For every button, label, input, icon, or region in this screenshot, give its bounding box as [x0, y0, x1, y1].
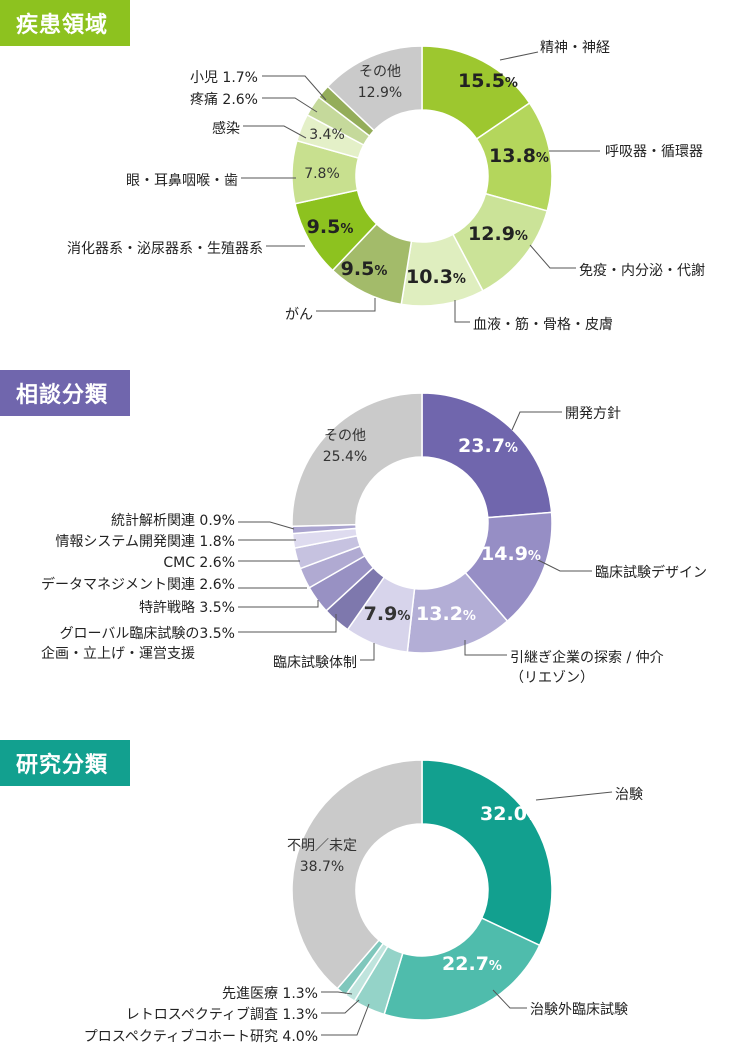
- leader-line: [499, 51, 539, 61]
- slice-label: グローバル臨床試験の3.5%: [60, 626, 235, 642]
- slice-value: 10.3%: [406, 266, 466, 288]
- slice-label: その他: [324, 428, 366, 444]
- slice-label-line2: 企画・立上げ・運営支援: [41, 645, 195, 662]
- slice: [421, 759, 553, 947]
- slice-label: 情報システム開発関連 1.8%: [55, 534, 235, 550]
- slice-label: 精神・神経: [540, 40, 610, 56]
- slice-label: 臨床試験体制: [273, 655, 357, 671]
- slice: [383, 917, 541, 1021]
- slice-value: 3.4%: [309, 127, 345, 143]
- slice-label: その他: [359, 64, 401, 80]
- slice-label: がん: [285, 307, 313, 323]
- slice-label-line2: （リエゾン）: [510, 670, 594, 686]
- slice-value: 23.7%: [458, 435, 518, 457]
- slice-label: 疼痛 2.6%: [190, 91, 258, 108]
- slice-value: 7.8%: [304, 166, 340, 182]
- section-title-consultation: 相談分類: [0, 370, 131, 416]
- leader-line: [321, 991, 353, 995]
- slice-value: 13.2%: [416, 603, 476, 625]
- slice-value: 32.0%: [480, 803, 540, 825]
- slice-label: レトロスペクティブ調査 1.3%: [126, 1006, 318, 1023]
- leader-line: [454, 300, 470, 323]
- slice: [291, 392, 423, 528]
- slice: [326, 45, 423, 132]
- leader-line: [262, 75, 327, 101]
- leader-line: [238, 614, 337, 633]
- leader-line: [537, 559, 592, 572]
- slice-value: 22.7%: [442, 953, 502, 975]
- leader-line: [238, 600, 319, 608]
- slice-label: 呼吸器・循環器: [605, 144, 703, 160]
- slice-label: データマネジメント関連 2.6%: [41, 576, 235, 593]
- slice-value: 9.5%: [341, 258, 388, 280]
- leader-line: [529, 244, 576, 269]
- slice-label: 血液・筋・骨格・皮膚: [473, 316, 613, 333]
- slice-label: 先進医療 1.3%: [222, 985, 318, 1002]
- leader-line: [321, 1003, 370, 1036]
- slice-label: 不明／未定: [287, 838, 357, 854]
- section-research: 研究分類: [0, 740, 740, 1050]
- slice-label: 特許戦略 3.5%: [139, 600, 235, 616]
- slice-value: 7.9%: [364, 603, 411, 625]
- leader-line: [511, 411, 562, 431]
- leader-line: [238, 521, 295, 530]
- slice-label: プロスペクティブコホート研究 4.0%: [84, 1028, 318, 1045]
- slice-value: 38.7%: [300, 859, 344, 875]
- slice-value: 12.9%: [468, 223, 528, 245]
- slice-label: CMC 2.6%: [163, 555, 235, 571]
- section-consultation: 相談分類: [0, 370, 740, 690]
- slice: [291, 759, 423, 990]
- leader-line: [243, 125, 307, 139]
- slice-label: 小児 1.7%: [190, 70, 258, 86]
- leader-line: [360, 643, 375, 661]
- section-title-disease: 疾患領域: [0, 0, 131, 46]
- section-title-research: 研究分類: [0, 740, 131, 786]
- slice-value: 13.8%: [489, 145, 549, 167]
- slice-label: 開発方針: [565, 406, 621, 422]
- leader-line: [464, 640, 507, 656]
- slice-label: 感染: [212, 120, 240, 137]
- slice-label: 臨床試験デザイン: [595, 564, 707, 581]
- slice-label: 治験外臨床試験: [530, 1002, 628, 1018]
- slice-label: 統計解析関連 0.9%: [111, 513, 235, 529]
- slice-value: 12.9%: [358, 85, 402, 101]
- leader-line: [492, 989, 527, 1009]
- leader-line: [321, 999, 360, 1014]
- slice-label: 消化器系・泌尿器系・生殖器系: [67, 240, 263, 257]
- slice-value: 14.9%: [481, 543, 541, 565]
- leader-line: [262, 97, 318, 113]
- slice-label: 眼・耳鼻咽喉・歯: [126, 172, 238, 189]
- slice-value: 15.5%: [458, 70, 518, 92]
- section-disease: 疾患領域: [0, 0, 740, 345]
- leader-line: [316, 298, 376, 312]
- slice: [421, 392, 553, 519]
- slice-label: 治験: [615, 787, 643, 803]
- slice-label: 免疫・内分泌・代謝: [579, 263, 705, 279]
- leader-line: [535, 791, 613, 801]
- slice-value: 9.5%: [307, 216, 354, 238]
- slice-value: 25.4%: [323, 449, 367, 465]
- slice-label: 引継ぎ企業の探索 / 仲介: [510, 649, 664, 666]
